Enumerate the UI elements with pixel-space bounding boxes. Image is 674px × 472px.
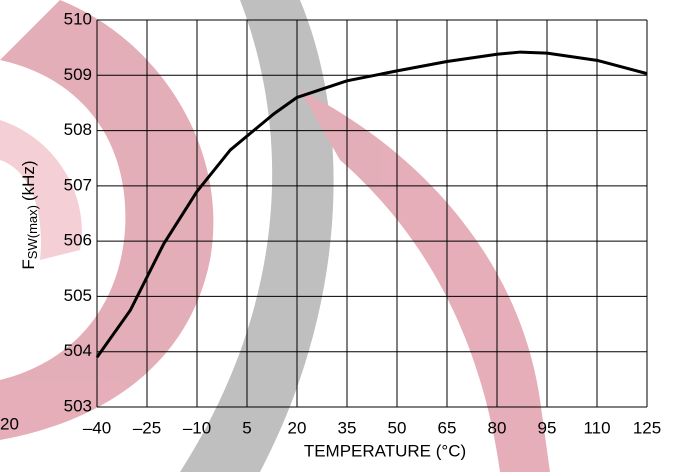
x-tick-label: –40 bbox=[83, 418, 111, 437]
watermark bbox=[0, 0, 550, 472]
y-tick-label: 504 bbox=[64, 341, 92, 360]
x-tick-label: 80 bbox=[488, 418, 507, 437]
x-tick-label: 50 bbox=[388, 418, 407, 437]
watermark-pink-left bbox=[0, 0, 214, 440]
x-tick-label: 20 bbox=[288, 418, 307, 437]
y-tick-label: 505 bbox=[64, 286, 92, 305]
y-tick-label: 507 bbox=[64, 175, 92, 194]
x-tick-label: 5 bbox=[242, 418, 251, 437]
watermark-pink-right bbox=[300, 90, 550, 472]
y-tick-label: 508 bbox=[64, 120, 92, 139]
x-tick-label: 35 bbox=[338, 418, 357, 437]
watermark-pink-small bbox=[0, 120, 82, 260]
y-tick-label: 510 bbox=[64, 9, 92, 28]
watermark-gray-arc bbox=[180, 0, 334, 472]
x-tick-label: –25 bbox=[133, 418, 161, 437]
y-label-unit: (kHz) bbox=[19, 160, 38, 201]
fragment-label: 20 bbox=[0, 414, 19, 433]
y-label-sub: SW(max) bbox=[25, 205, 40, 259]
y-axis-label: FSW(max) (kHz) bbox=[19, 160, 40, 269]
data-line bbox=[95, 50, 648, 359]
x-tick-label: 65 bbox=[438, 418, 457, 437]
y-tick-label: 506 bbox=[64, 231, 92, 250]
y-tick-label: 509 bbox=[64, 65, 92, 84]
x-axis-label: TEMPERATURE (°C) bbox=[304, 441, 466, 460]
x-tick-label: 110 bbox=[583, 418, 610, 437]
x-tick-label: 95 bbox=[538, 418, 557, 437]
plot-area: 503 504 505 506 507 508 509 510 –40 –25 –10 5 20 35 50… bbox=[64, 9, 662, 437]
y-tick-label: 503 bbox=[64, 396, 92, 415]
x-tick-label: 125 bbox=[633, 418, 661, 437]
x-tick-label: –10 bbox=[183, 418, 211, 437]
y-label-main: F bbox=[19, 259, 38, 269]
